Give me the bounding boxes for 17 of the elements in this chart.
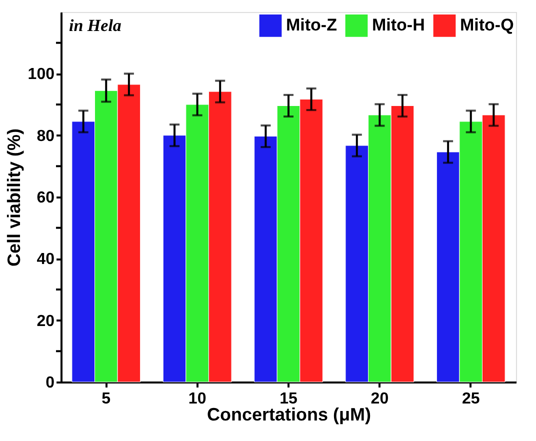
y-tick-label: 60: [36, 190, 55, 206]
x-tick-label: 5: [102, 390, 111, 408]
legend-label: Mito-H: [372, 16, 425, 35]
x-tick-label: 10: [188, 390, 206, 408]
y-axis-title: Cell viability (%): [4, 128, 24, 267]
annotation: in Hela: [69, 16, 122, 35]
y-tick-label: 0: [46, 374, 55, 392]
legend-label: Mito-Q: [460, 16, 514, 35]
x-axis-title: Concertations (μM): [206, 404, 372, 424]
y-tick-label: 40: [36, 251, 55, 268]
y-tick-label: 20: [36, 312, 55, 330]
x-tick-label: 25: [462, 390, 480, 408]
y-tick-label: 80: [36, 128, 55, 145]
y-tick-label: 100: [28, 66, 55, 84]
x-tick-label: 20: [370, 390, 389, 408]
x-tick-label: 15: [280, 390, 298, 408]
legend-label: Mito-Z: [286, 16, 337, 35]
